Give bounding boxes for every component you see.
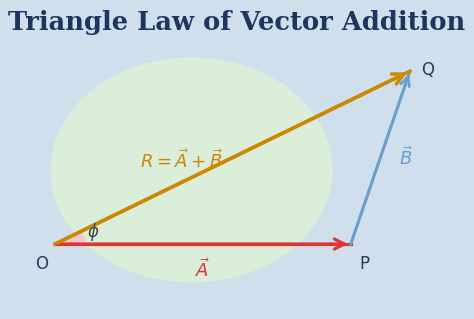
Text: Q: Q: [421, 61, 434, 79]
Ellipse shape: [50, 57, 333, 282]
Text: P: P: [360, 255, 370, 273]
Wedge shape: [55, 232, 87, 244]
Text: O: O: [35, 255, 48, 273]
Text: $\vec{A}$: $\vec{A}$: [195, 258, 210, 281]
Text: $\vec{B}$: $\vec{B}$: [399, 146, 413, 169]
Text: $R = \vec{A} + \vec{B}$: $R = \vec{A} + \vec{B}$: [140, 149, 223, 172]
Text: $\phi$: $\phi$: [87, 221, 100, 243]
Text: Triangle Law of Vector Addition: Triangle Law of Vector Addition: [9, 10, 465, 34]
